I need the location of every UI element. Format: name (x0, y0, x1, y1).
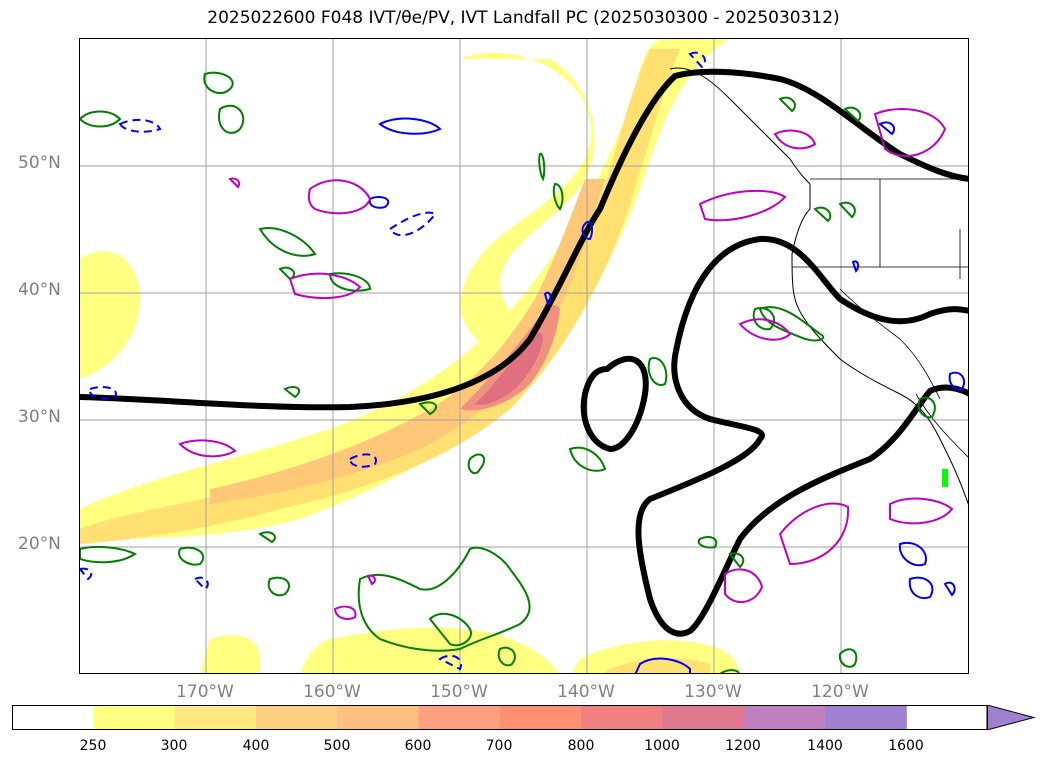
colorbar-tick-400: 400 (242, 738, 270, 754)
colorbar-segment (662, 705, 745, 730)
landfall-marker (942, 469, 948, 487)
theta-e-contours (80, 71, 936, 673)
lon-label-130w: 130°W (684, 682, 742, 702)
lon-label-170w: 170°W (176, 682, 234, 702)
lon-label-140w: 140°W (557, 682, 615, 702)
graticule (80, 39, 968, 673)
lat-label-20n: 20°N (18, 534, 61, 554)
lat-label-50n: 50°N (18, 153, 61, 173)
lat-label-40n: 40°N (18, 280, 61, 300)
colorbar-tick-300: 300 (160, 738, 188, 754)
pv-contours-dashed (80, 51, 706, 671)
lon-label-150w: 150°W (430, 682, 488, 702)
colorbar-tick-1200: 1200 (725, 738, 761, 754)
lon-label-120w: 120°W (811, 682, 869, 702)
colorbar-segment (743, 705, 826, 730)
colorbar-segment (825, 705, 907, 730)
magenta-contours (178, 108, 954, 620)
colorbar-segment (93, 705, 176, 730)
colorbar-frame (12, 705, 988, 730)
colorbar-segment (174, 705, 257, 730)
lat-label-30n: 30°N (18, 407, 61, 427)
colorbar-tick-250: 250 (79, 738, 107, 754)
colorbar-segment (12, 705, 94, 730)
lon-label-160w: 160°W (303, 682, 361, 702)
colorbar-segment (255, 705, 338, 730)
colorbar-tick-500: 500 (323, 738, 351, 754)
colorbar-tick-1400: 1400 (807, 738, 843, 754)
colorbar-segment (337, 705, 419, 730)
colorbar-segment (499, 705, 582, 730)
map-title: 2025022600 F048 IVT/θe/PV, IVT Landfall … (207, 8, 840, 28)
colorbar-tick-600: 600 (404, 738, 432, 754)
colorbar-extend-arrow (986, 705, 1036, 730)
ivt-colorbar (12, 705, 1036, 730)
colorbar-segment (581, 705, 663, 730)
coastline (669, 67, 968, 505)
colorbar-tick-800: 800 (567, 738, 595, 754)
map-canvas (80, 39, 968, 673)
colorbar-segment (418, 705, 501, 730)
map-panel (79, 38, 969, 674)
pv-contours-solid (368, 117, 966, 673)
colorbar-tick-1000: 1000 (644, 738, 680, 754)
ivt-landfall-contour (80, 68, 968, 637)
colorbar-tick-700: 700 (485, 738, 513, 754)
colorbar-tick-1600: 1600 (888, 738, 924, 754)
